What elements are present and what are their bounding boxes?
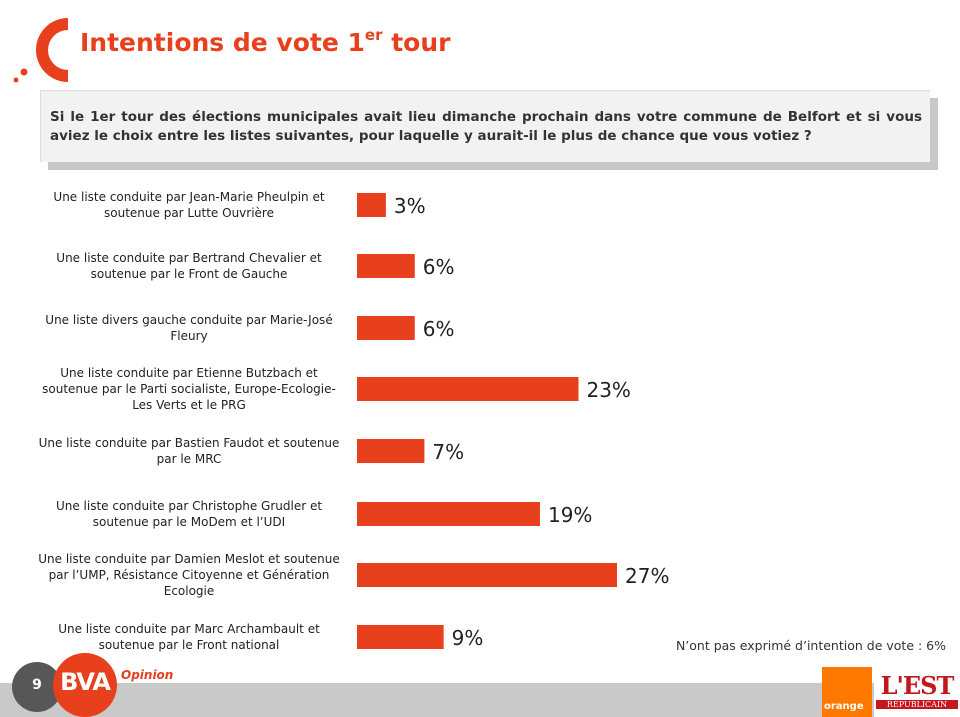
bar-4 <box>357 377 579 401</box>
category-label-2: Une liste conduite par Bertrand Chevalie… <box>56 251 322 281</box>
category-label-7: Une liste conduite par Damien Meslot et … <box>38 552 340 598</box>
est-republicain-logo-subtext: RÉPUBLICAIN <box>876 700 958 709</box>
bar-7 <box>357 563 618 587</box>
bva-logo-text: BVA <box>60 668 111 696</box>
bar-6 <box>357 502 540 526</box>
page-number: 9 <box>32 677 42 693</box>
bar-5 <box>357 439 425 463</box>
title-end: tour <box>382 28 451 57</box>
title-superscript: er <box>364 26 383 44</box>
question-text: Si le 1er tour des élections municipales… <box>40 90 930 162</box>
value-label-5: 7% <box>432 440 464 464</box>
value-label-3: 6% <box>423 317 455 341</box>
category-label-6: Une liste conduite par Christophe Grudle… <box>55 499 323 529</box>
value-label-8: 9% <box>452 626 484 650</box>
value-label-2: 6% <box>423 255 455 279</box>
category-label-8: Une liste conduite par Marc Archambault … <box>58 622 320 652</box>
bva-tagline: Opinion <box>121 668 174 682</box>
bar-8 <box>357 625 444 649</box>
category-label-1: Une liste conduite par Jean-Marie Pheulp… <box>53 190 325 220</box>
category-label-3: Une liste divers gauche conduite par Mar… <box>45 313 333 343</box>
footer-band <box>0 683 960 717</box>
category-label-4: Une liste conduite par Etienne Butzbach … <box>42 366 336 412</box>
orange-logo-text: orange <box>824 701 864 712</box>
category-label-5: Une liste conduite par Bastien Faudot et… <box>38 436 340 466</box>
page-title: Intentions de vote 1er tour <box>80 26 451 57</box>
value-label-7: 27% <box>625 564 669 588</box>
value-label-4: 23% <box>586 378 630 402</box>
orange-logo <box>822 667 872 717</box>
title-main: Intentions de vote 1 <box>80 28 365 57</box>
bva-logo <box>53 653 117 717</box>
logo-decoration <box>13 18 68 83</box>
bar-1 <box>357 193 386 217</box>
value-label-1: 3% <box>394 194 426 218</box>
value-label-6: 19% <box>548 503 592 527</box>
bar-3 <box>357 316 415 340</box>
bar-2 <box>357 254 415 278</box>
footnote: N’ont pas exprimé d’intention de vote : … <box>675 638 946 653</box>
est-republicain-logo-text: L'EST <box>880 671 955 700</box>
